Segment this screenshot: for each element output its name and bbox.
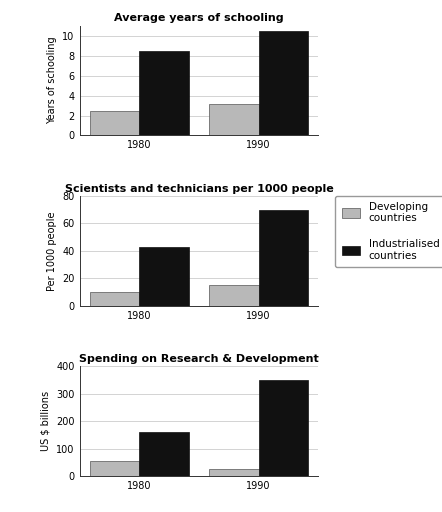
- Bar: [139, 51, 189, 136]
- Title: Scientists and technicians per 1000 people: Scientists and technicians per 1000 peop…: [65, 184, 333, 194]
- Title: Spending on Research & Development: Spending on Research & Development: [79, 354, 319, 364]
- Y-axis label: US $ billions: US $ billions: [41, 391, 51, 451]
- Bar: [89, 461, 139, 476]
- Y-axis label: Per 1000 people: Per 1000 people: [47, 211, 57, 291]
- Bar: [89, 111, 139, 136]
- Bar: [209, 470, 259, 476]
- Bar: [259, 210, 309, 306]
- Bar: [139, 432, 189, 476]
- Title: Average years of schooling: Average years of schooling: [114, 13, 284, 24]
- Legend: Developing
countries, Industrialised
countries: Developing countries, Industrialised cou…: [335, 196, 442, 267]
- Y-axis label: Years of schooling: Years of schooling: [47, 37, 57, 124]
- Bar: [209, 103, 259, 136]
- Bar: [259, 380, 309, 476]
- Bar: [139, 247, 189, 306]
- Bar: [209, 285, 259, 306]
- Bar: [259, 31, 309, 136]
- Bar: [89, 292, 139, 306]
